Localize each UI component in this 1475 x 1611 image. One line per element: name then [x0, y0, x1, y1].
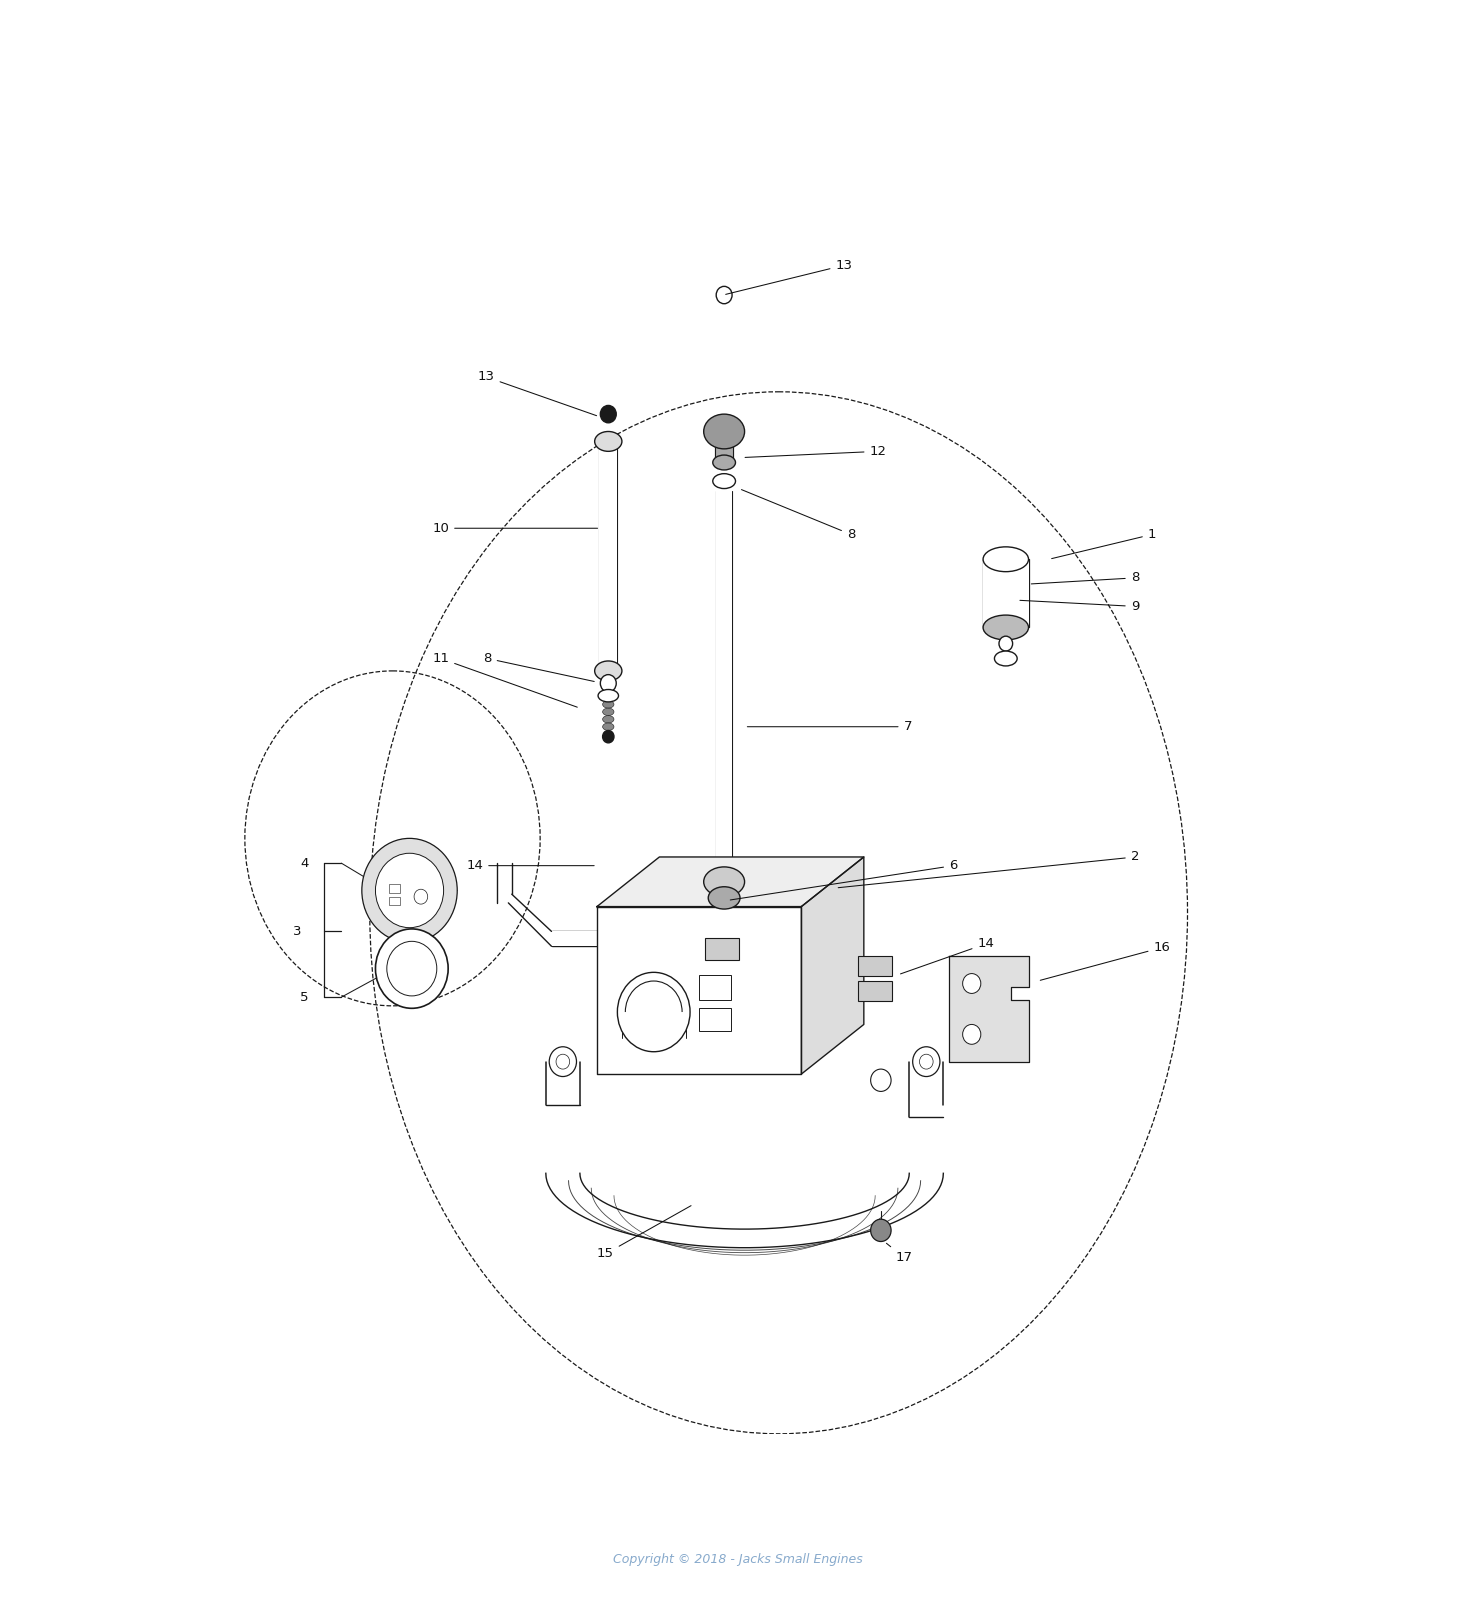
Circle shape	[549, 1047, 577, 1076]
Ellipse shape	[984, 546, 1028, 572]
Polygon shape	[948, 957, 1028, 1062]
Circle shape	[376, 930, 448, 1008]
Ellipse shape	[712, 474, 736, 488]
Ellipse shape	[597, 690, 618, 702]
Bar	[858, 957, 892, 976]
Circle shape	[963, 973, 981, 994]
Circle shape	[913, 1047, 940, 1076]
Ellipse shape	[984, 615, 1028, 640]
Bar	[389, 884, 400, 892]
Ellipse shape	[704, 867, 745, 897]
Ellipse shape	[708, 886, 740, 909]
Text: 13: 13	[478, 371, 596, 416]
Bar	[705, 938, 739, 960]
Circle shape	[999, 636, 1013, 651]
Circle shape	[386, 941, 437, 996]
Ellipse shape	[704, 414, 745, 449]
Polygon shape	[597, 907, 801, 1075]
Bar	[715, 432, 733, 461]
Polygon shape	[801, 857, 864, 1075]
Text: 12: 12	[745, 445, 886, 458]
Text: 8: 8	[1031, 572, 1139, 585]
Text: 9: 9	[1019, 599, 1139, 612]
Ellipse shape	[594, 432, 622, 451]
Ellipse shape	[603, 723, 614, 730]
Bar	[599, 448, 618, 670]
Circle shape	[376, 854, 444, 928]
Bar	[984, 559, 1028, 628]
Circle shape	[870, 1220, 891, 1242]
Text: 11: 11	[432, 652, 577, 707]
Text: 15: 15	[597, 1205, 692, 1260]
Circle shape	[556, 1054, 569, 1070]
Text: Jacks
Small
Engines: Jacks Small Engines	[689, 865, 823, 960]
Ellipse shape	[712, 454, 736, 470]
Circle shape	[600, 675, 617, 693]
Circle shape	[361, 838, 457, 942]
Circle shape	[414, 889, 428, 904]
Circle shape	[618, 973, 690, 1052]
Polygon shape	[597, 857, 864, 907]
Circle shape	[600, 406, 617, 422]
Ellipse shape	[603, 709, 614, 715]
Circle shape	[963, 1025, 981, 1044]
Bar	[699, 975, 732, 999]
Ellipse shape	[594, 661, 622, 681]
Bar	[552, 931, 727, 946]
Text: 14: 14	[466, 859, 594, 872]
Text: 7: 7	[748, 720, 912, 733]
Text: Copyright © 2018 - Jacks Small Engines: Copyright © 2018 - Jacks Small Engines	[612, 1553, 863, 1566]
Text: 10: 10	[432, 522, 597, 535]
Bar	[717, 491, 732, 881]
Circle shape	[717, 287, 732, 304]
Bar	[699, 1008, 732, 1031]
Circle shape	[919, 1054, 934, 1070]
Text: 8: 8	[484, 652, 594, 681]
Text: 5: 5	[299, 991, 308, 1004]
Text: 8: 8	[742, 490, 855, 541]
Text: 1: 1	[1052, 528, 1156, 559]
Text: 2: 2	[838, 851, 1139, 888]
Text: 6: 6	[730, 859, 957, 901]
Bar	[858, 981, 892, 1000]
Text: 13: 13	[726, 259, 853, 295]
Text: 14: 14	[901, 938, 994, 975]
Text: 3: 3	[294, 925, 301, 938]
Text: 16: 16	[1040, 941, 1170, 981]
Ellipse shape	[603, 715, 614, 723]
Text: 4: 4	[299, 857, 308, 870]
Bar	[389, 897, 400, 905]
Circle shape	[603, 730, 614, 743]
Ellipse shape	[603, 701, 614, 709]
Circle shape	[870, 1070, 891, 1091]
Text: 17: 17	[886, 1244, 913, 1265]
Ellipse shape	[994, 651, 1018, 665]
